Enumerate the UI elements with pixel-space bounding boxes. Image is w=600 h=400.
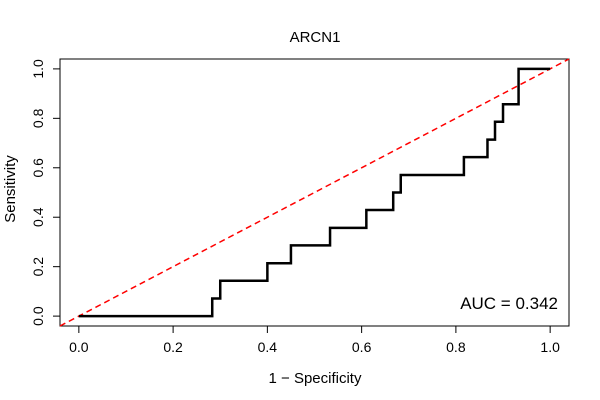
y-axis-label: Sensitivity bbox=[2, 155, 19, 223]
auc-annotation: AUC = 0.342 bbox=[460, 294, 558, 313]
reference-diagonal-line bbox=[59, 58, 570, 327]
x-tick-label: 0.2 bbox=[163, 339, 183, 355]
y-tick-label: 0.6 bbox=[30, 158, 46, 178]
y-tick-label: 0.0 bbox=[30, 306, 46, 326]
y-tick-label: 0.4 bbox=[30, 207, 46, 227]
y-tick-label: 0.8 bbox=[30, 108, 46, 128]
x-tick-label: 0.4 bbox=[258, 339, 278, 355]
x-tick-label: 0.8 bbox=[446, 339, 466, 355]
x-tick-label: 0.0 bbox=[69, 339, 89, 355]
x-tick-label: 0.6 bbox=[352, 339, 372, 355]
roc-curve-line bbox=[78, 67, 551, 318]
x-axis-label: 1 − Specificity bbox=[269, 370, 362, 387]
x-tick-label: 1.0 bbox=[540, 339, 560, 355]
y-tick-label: 0.2 bbox=[30, 257, 46, 277]
plot-frame bbox=[59, 58, 570, 327]
y-tick-label: 1.0 bbox=[30, 59, 46, 79]
chart-title: ARCN1 bbox=[290, 29, 341, 46]
